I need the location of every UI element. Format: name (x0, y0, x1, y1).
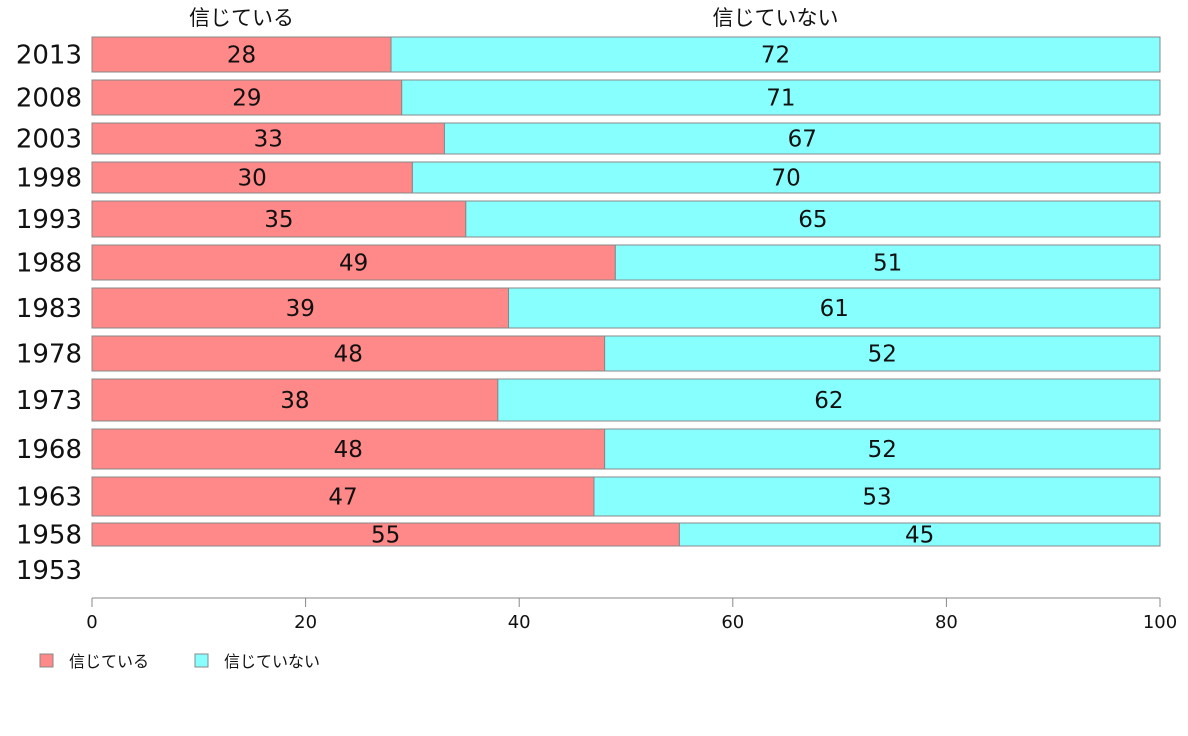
year-label: 1953 (16, 556, 82, 586)
year-label: 1963 (16, 483, 82, 513)
legend: 信じている 信じていない (39, 652, 320, 671)
year-label: 2003 (16, 125, 82, 155)
year-label: 1958 (16, 521, 82, 551)
bar-segment (91, 36, 392, 73)
year-label: 1993 (16, 205, 82, 235)
data-label: 70 (772, 166, 801, 192)
bar-segment (91, 378, 499, 422)
x-tick-label: 0 (86, 612, 97, 633)
column-header: 信じている (189, 6, 294, 30)
year-label: 1998 (16, 164, 82, 194)
year-label: 1973 (16, 386, 82, 416)
bar-segment (604, 428, 1161, 470)
bar-segment (614, 244, 1161, 281)
legend-swatch (39, 653, 54, 668)
data-label: 65 (798, 207, 827, 233)
column-headers: 信じている 信じていない (189, 6, 839, 30)
data-label: 39 (286, 296, 315, 322)
x-tick-label: 100 (1143, 612, 1177, 633)
data-label: 72 (761, 43, 790, 69)
x-tick-label: 20 (294, 612, 317, 633)
data-label: 33 (254, 127, 283, 153)
x-tick-label: 40 (508, 612, 531, 633)
x-tick-label: 60 (721, 612, 744, 633)
legend-label: 信じていない (224, 652, 320, 671)
bar-segment (508, 287, 1161, 329)
data-label: 52 (868, 342, 897, 368)
data-label: 29 (232, 86, 261, 112)
bar-segment (593, 476, 1161, 517)
bar-segment (91, 476, 595, 517)
data-label: 71 (766, 86, 795, 112)
data-label: 48 (334, 342, 363, 368)
data-label: 28 (227, 43, 256, 69)
year-label: 1968 (16, 435, 82, 465)
bar-segment (91, 200, 467, 238)
year-label: 2008 (16, 84, 82, 114)
data-label: 38 (280, 388, 309, 414)
x-tick-label: 80 (935, 612, 958, 633)
data-label: 45 (905, 523, 934, 549)
bar-segment (411, 161, 1161, 194)
data-label: 35 (264, 207, 293, 233)
data-label: 61 (820, 296, 849, 322)
x-axis: 0 20 40 60 80 100 (86, 597, 1177, 633)
bar-segment (465, 200, 1161, 238)
bar-segment (91, 122, 445, 155)
year-label: 1988 (16, 249, 82, 279)
bar-segment (678, 522, 1161, 547)
year-label: 1978 (16, 340, 82, 370)
data-label: 49 (339, 251, 368, 277)
bar-segment (401, 79, 1161, 116)
bar-segment (91, 428, 606, 470)
data-label: 53 (862, 485, 891, 511)
bar-segment (497, 378, 1161, 422)
data-label: 55 (371, 523, 400, 549)
bar-segment (91, 287, 510, 329)
legend-swatch (194, 653, 209, 668)
bar-segment (390, 36, 1161, 73)
data-label: 67 (788, 127, 817, 153)
year-label: 2013 (16, 41, 82, 71)
data-label: 47 (328, 485, 357, 511)
bars: 2013 28 72 2008 29 71 2003 33 67 1998 30 70 1993 35 65… (16, 36, 1161, 586)
bar-segment (91, 161, 413, 194)
bar-segment (91, 79, 403, 116)
year-label: 1983 (16, 294, 82, 324)
data-label: 52 (868, 437, 897, 463)
data-label: 62 (814, 388, 843, 414)
bar-segment (443, 122, 1161, 155)
legend-label: 信じている (69, 652, 149, 671)
data-label: 51 (873, 251, 902, 277)
data-label: 30 (238, 166, 267, 192)
column-header: 信じていない (713, 6, 839, 30)
data-label: 48 (334, 437, 363, 463)
bar-segment (604, 335, 1161, 372)
